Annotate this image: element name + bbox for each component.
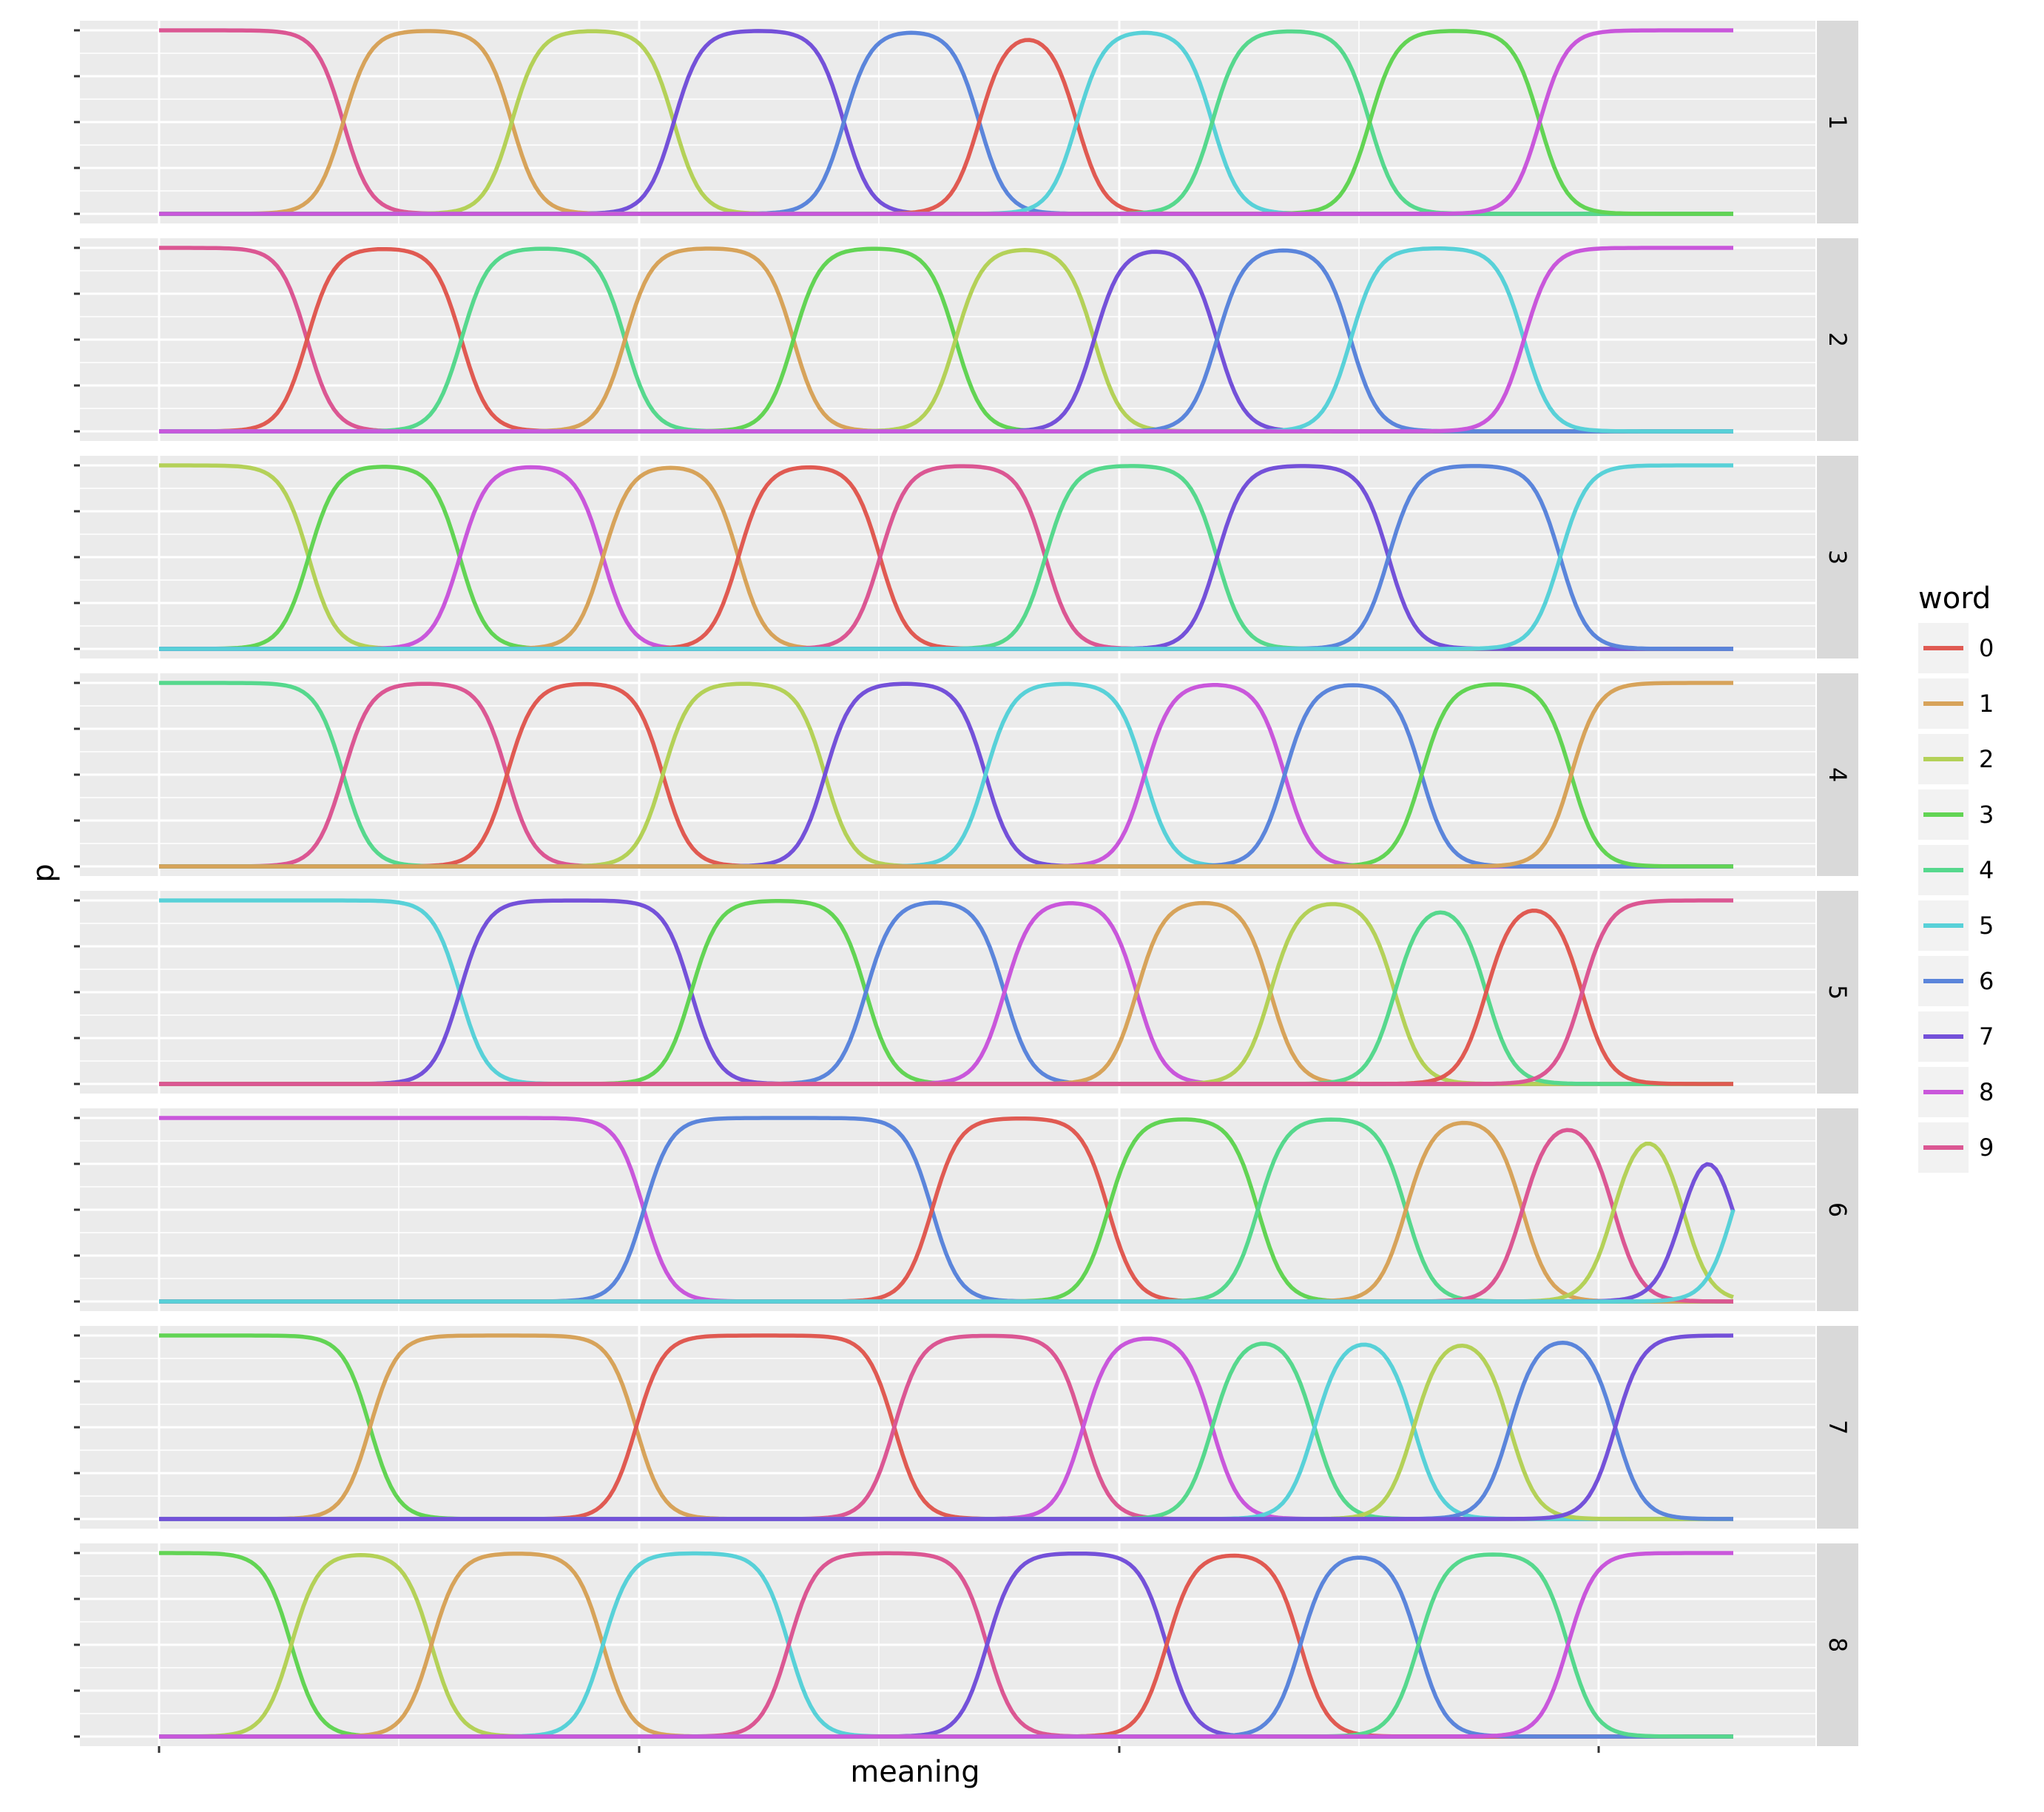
facet-panel-1: 1	[74, 21, 1858, 223]
facet-panel-7: 7	[74, 1326, 1858, 1529]
series-line-word-8	[159, 1551, 1733, 1739]
legend-item-6: 6	[1918, 956, 1994, 1006]
facet-strip-label: 5	[1824, 985, 1852, 1000]
panels-layer: 1 2 3 4 5 6 7 8	[74, 21, 1858, 1746]
legend-label: 0	[1979, 634, 1994, 662]
legend-item-2: 2	[1918, 734, 1994, 784]
legend-label: 6	[1979, 967, 1994, 995]
legend-label: 7	[1979, 1023, 1994, 1051]
facet-panel-5: 5	[74, 891, 1858, 1094]
x-axis	[158, 1746, 1600, 1753]
facet-panel-3: 3	[74, 456, 1858, 659]
legend-label: 3	[1979, 801, 1994, 829]
facet-strip-label: 1	[1824, 115, 1852, 129]
facet-strip	[1817, 673, 1858, 876]
y-axis-title: p	[27, 863, 61, 882]
legend-label: 2	[1979, 745, 1994, 773]
legend-item-1: 1	[1918, 678, 1994, 729]
facet-strip-label: 3	[1824, 550, 1852, 565]
facet-strip	[1817, 891, 1858, 1094]
legend-item-9: 9	[1918, 1122, 1994, 1173]
series-line-word-9	[159, 898, 1733, 1086]
legend-item-5: 5	[1918, 900, 1994, 951]
legend: word 0 1 2 3 4 5 6 7 8 9	[1918, 582, 1994, 1173]
legend-item-3: 3	[1918, 789, 1994, 840]
facet-panel-4: 4	[74, 673, 1858, 876]
facet-panel-6: 6	[74, 1108, 1858, 1311]
legend-label: 9	[1979, 1134, 1994, 1162]
facet-panel-2: 2	[74, 238, 1858, 441]
facet-panel-8: 8	[74, 1543, 1858, 1746]
facet-strip-label: 8	[1824, 1637, 1852, 1652]
facet-strip-label: 7	[1824, 1420, 1852, 1435]
legend-item-7: 7	[1918, 1011, 1994, 1062]
facet-strip	[1817, 1108, 1858, 1311]
legend-item-0: 0	[1918, 623, 1994, 673]
facet-strip-label: 4	[1824, 767, 1852, 782]
legend-label: 5	[1979, 912, 1994, 940]
facet-strip	[1817, 238, 1858, 441]
series-line-word-7	[159, 1333, 1734, 1521]
legend-label: 1	[1979, 690, 1994, 718]
facet-strip	[1817, 456, 1858, 659]
facet-strip	[1817, 1543, 1858, 1746]
series-line-word-8	[159, 246, 1733, 434]
legend-label: 4	[1979, 856, 1994, 884]
series-line-word-5	[159, 463, 1733, 651]
series-line-word-5	[159, 1209, 1736, 1304]
facet-strip-label: 6	[1824, 1202, 1852, 1217]
legend-title: word	[1918, 582, 1991, 616]
legend-label: 8	[1979, 1078, 1994, 1106]
legend-item-4: 4	[1918, 845, 1994, 895]
legend-item-8: 8	[1918, 1067, 1994, 1117]
facet-strip	[1817, 1326, 1858, 1529]
facet-strip-label: 2	[1824, 332, 1852, 347]
x-axis-title: meaning	[850, 1755, 979, 1789]
series-line-word-1	[159, 681, 1733, 869]
series-line-word-8	[159, 28, 1733, 216]
facet-strip	[1817, 21, 1858, 223]
